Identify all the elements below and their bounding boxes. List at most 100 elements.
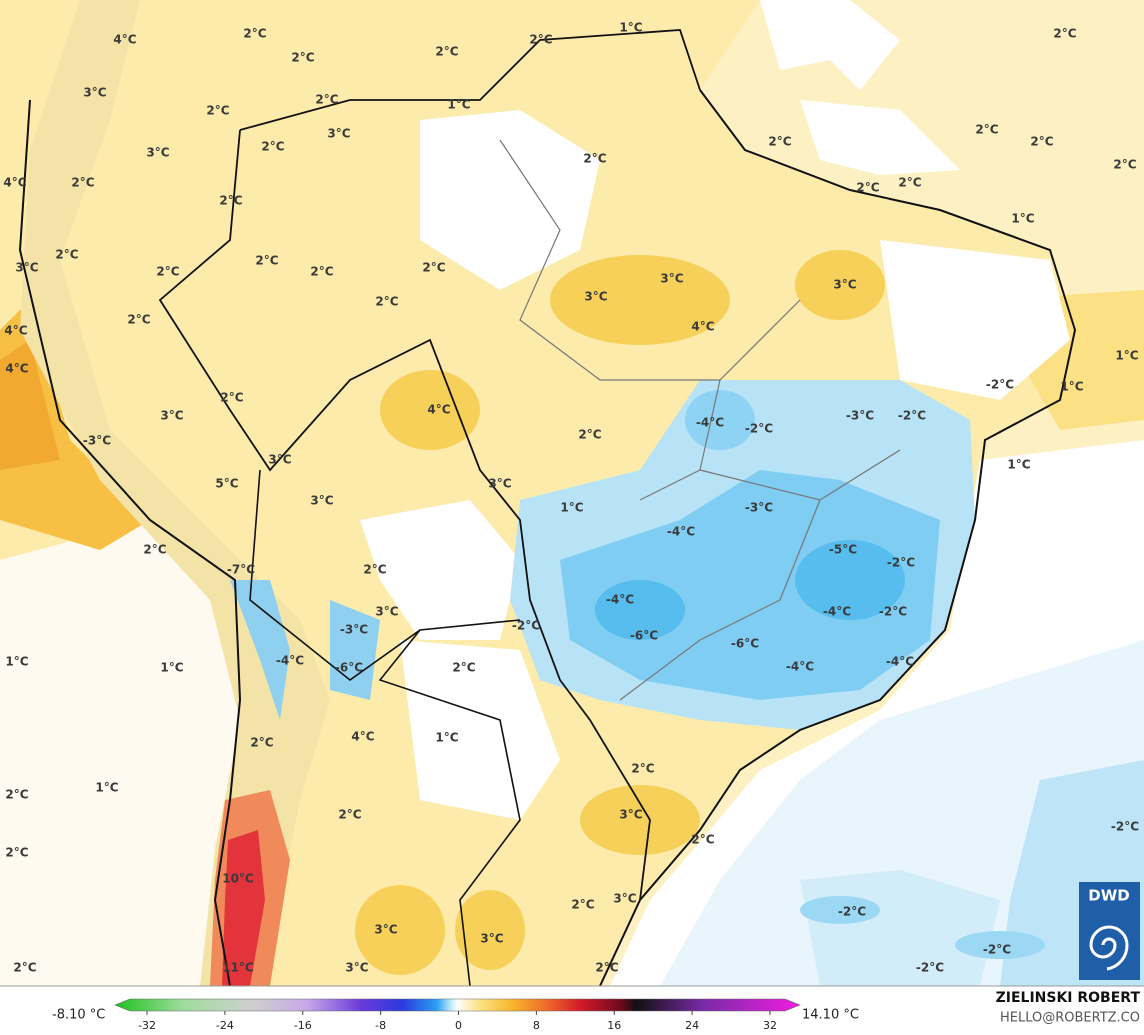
ocean-cold-area (800, 896, 880, 924)
contour-label: 3°C (374, 923, 397, 937)
contour-label: 2°C (1113, 158, 1136, 172)
contour-label: 3°C (310, 494, 333, 508)
colorbar-tick-label: 8 (533, 1019, 540, 1032)
contour-label: -2°C (887, 556, 915, 570)
contour-label: 2°C (315, 93, 338, 107)
andes-cold-area (230, 580, 290, 720)
contour-label: 2°C (375, 295, 398, 309)
contour-label: 4°C (691, 320, 714, 334)
contour-label: 2°C (13, 961, 36, 975)
contour-label: -4°C (786, 660, 814, 674)
colorbar-tick-label: -24 (216, 1019, 234, 1032)
ocean-cool-area (800, 100, 960, 175)
contour-label: 1°C (619, 21, 642, 35)
contour-label: 2°C (127, 313, 150, 327)
colorbar-tick-label: 0 (455, 1019, 462, 1032)
contour-label: 2°C (5, 846, 28, 860)
country-border (239, 29, 701, 131)
logo-box (1079, 882, 1140, 980)
contour-label: -3°C (340, 623, 368, 637)
contour-label: 3°C (345, 961, 368, 975)
colorbar-max: 14.10 °C (802, 1008, 859, 1023)
land-warm-area (550, 255, 730, 345)
contour-label: 2°C (452, 661, 475, 675)
contour-label: 2°C (583, 152, 606, 166)
land-cold-area (795, 540, 905, 620)
warm-coast (0, 340, 60, 470)
ocean-cool-area (760, 0, 900, 90)
contour-label: 2°C (578, 428, 601, 442)
contour-label: -2°C (879, 605, 907, 619)
contour-label: 3°C (584, 290, 607, 304)
contour-label: 2°C (768, 135, 791, 149)
contour-label: 3°C (327, 127, 350, 141)
andes-hot-area (222, 830, 265, 986)
contour-label: 4°C (5, 362, 28, 376)
country-border (249, 469, 521, 987)
contour-label: -2°C (512, 619, 540, 633)
contour-label: 1°C (95, 781, 118, 795)
contour-label: 3°C (83, 86, 106, 100)
land-warm-area (455, 890, 525, 970)
contour-label: 1°C (1115, 349, 1138, 363)
contour-label: 3°C (619, 808, 642, 822)
contour-label: 2°C (898, 176, 921, 190)
contour-label: 1°C (560, 501, 583, 515)
contour-label: 3°C (375, 605, 398, 619)
land-cold-area (685, 390, 755, 450)
state-border (499, 139, 901, 701)
land-cool-area (420, 110, 600, 290)
contour-label: -4°C (606, 593, 634, 607)
colorbar-tick-label: -8 (375, 1019, 386, 1032)
logo: DWD (1079, 882, 1140, 980)
contour-label: 3°C (146, 146, 169, 160)
contour-label: 2°C (143, 543, 166, 557)
land-cool-area (880, 240, 1070, 400)
contour-label: 1°C (1007, 458, 1030, 472)
contour-label: 2°C (1030, 135, 1053, 149)
contour-label: 3°C (488, 477, 511, 491)
coastline (18, 99, 242, 987)
contour-label: -4°C (886, 655, 914, 669)
contour-label: -3°C (846, 409, 874, 423)
contour-label: 3°C (660, 272, 683, 286)
contour-label: 1°C (435, 731, 458, 745)
contour-label: 11°C (222, 961, 254, 975)
contour-label: -6°C (335, 661, 363, 675)
land-warm-area (355, 885, 445, 975)
contour-label: -2°C (745, 422, 773, 436)
coastline (599, 89, 1077, 987)
contour-label: 10°C (222, 872, 254, 886)
contour-label: 2°C (206, 104, 229, 118)
contour-label: 1°C (5, 655, 28, 669)
colorbar-tick-label: 32 (763, 1019, 777, 1032)
logo-text: DWD (1088, 887, 1129, 905)
contour-label: -2°C (983, 943, 1011, 957)
contour-label: 4°C (4, 324, 27, 338)
colorbar-tick-label: -32 (138, 1019, 156, 1032)
land-cold-area (595, 580, 685, 640)
logo-swirl (1089, 925, 1129, 971)
contour-label: -2°C (838, 905, 866, 919)
contour-label: 2°C (338, 808, 361, 822)
contour-label: -2°C (916, 961, 944, 975)
contour-label: 2°C (691, 833, 714, 847)
credit-author: ZIELINSKI ROBERT (996, 990, 1141, 1006)
contour-label: 1°C (1011, 212, 1034, 226)
contour-label: 2°C (291, 51, 314, 65)
contour-label: -4°C (276, 654, 304, 668)
pacific (0, 520, 240, 986)
contour-label: -3°C (83, 434, 111, 448)
contour-label: 2°C (261, 140, 284, 154)
contour-label: 2°C (156, 265, 179, 279)
contour-label: -6°C (731, 637, 759, 651)
land-warm-area (795, 250, 885, 320)
contour-label: 5°C (215, 477, 238, 491)
land-cool-area (360, 500, 520, 640)
contour-label: -5°C (829, 543, 857, 557)
contour-label: 2°C (435, 45, 458, 59)
contour-label: 3°C (268, 453, 291, 467)
contour-label: 1°C (160, 661, 183, 675)
contour-label: 2°C (856, 181, 879, 195)
